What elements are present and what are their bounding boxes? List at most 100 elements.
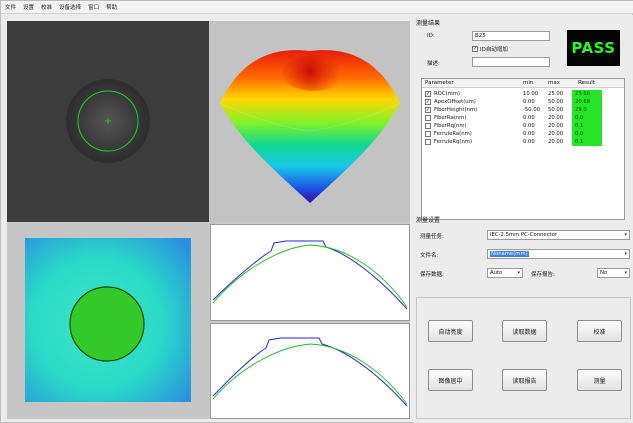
- param-min: 0.00: [523, 139, 535, 145]
- row-checkbox[interactable]: ✓: [425, 91, 431, 97]
- load-data-button[interactable]: 读取数据: [502, 320, 547, 342]
- table-row[interactable]: FerruleRq(nm) 0.00 20.00 0.1: [422, 138, 624, 146]
- param-name: FiberRq(nm): [434, 123, 467, 129]
- description-field[interactable]: [472, 57, 550, 67]
- row-checkbox[interactable]: ✓: [425, 99, 431, 105]
- save-data-label: 保存数据:: [420, 272, 444, 278]
- param-result: 20.68: [572, 98, 602, 106]
- menu-device-select[interactable]: 设备选择: [59, 5, 82, 11]
- save-report-label: 保存报告:: [531, 272, 555, 278]
- fringe-image: [7, 21, 209, 222]
- param-min: -50.00: [523, 107, 541, 113]
- fiber-zone: [69, 286, 145, 362]
- fringe-image-panel[interactable]: [7, 21, 209, 222]
- param-max: 20.00: [548, 123, 564, 129]
- header-min: min: [523, 80, 534, 86]
- menu-help[interactable]: 帮助: [106, 5, 118, 11]
- center-image-button[interactable]: 图像居中: [428, 369, 473, 391]
- param-result: 23.66: [572, 90, 602, 98]
- dropdown-arrow-icon: ▾: [624, 232, 627, 238]
- description-label: 描述:: [427, 61, 440, 67]
- param-name: ROC(mm): [434, 91, 461, 97]
- param-max: 20.00: [548, 131, 564, 137]
- table-row[interactable]: FiberRa(nm) 0.00 20.00 0.0: [422, 114, 624, 122]
- menu-calibrate[interactable]: 校准: [41, 5, 53, 11]
- save-report-select[interactable]: No ▾: [597, 268, 630, 278]
- param-result: 0.0: [572, 130, 602, 138]
- profile-fit-line-x: [212, 244, 408, 308]
- save-data-value: Auto: [490, 270, 503, 276]
- row-checkbox[interactable]: ✓: [425, 107, 431, 113]
- dropdown-arrow-icon: ▾: [517, 270, 520, 276]
- save-report-value: No: [600, 270, 608, 276]
- param-min: 10.00: [523, 91, 539, 97]
- task-select[interactable]: IEC-2.5mm PC-Connector ▾: [487, 230, 630, 240]
- id-auto-increment-label: ID自动增加: [480, 47, 508, 53]
- row-checkbox[interactable]: [425, 139, 431, 145]
- id-auto-increment-checkbox[interactable]: ✓ ID自动增加: [472, 45, 508, 53]
- table-row[interactable]: FiberRq(nm) 0.00 20.00 0.1: [422, 122, 624, 130]
- table-row[interactable]: ✓ FiberHeight(nm) -50.00 50.00 29.0: [422, 106, 624, 114]
- save-report-button[interactable]: 读取报告: [502, 369, 547, 391]
- menubar: 文件 设置 校准 设备选择 窗口 帮助: [1, 1, 633, 14]
- param-min: 0.00: [523, 99, 535, 105]
- param-min: 0.00: [523, 115, 535, 121]
- profile-plot-x: [210, 224, 410, 321]
- row-checkbox[interactable]: [425, 123, 431, 129]
- id-field[interactable]: B25: [472, 31, 550, 41]
- table-row[interactable]: FerruleRa(nm) 0.00 20.00 0.0: [422, 130, 624, 138]
- measure-button[interactable]: 测量: [577, 369, 622, 391]
- dropdown-arrow-icon: ▾: [624, 251, 627, 257]
- param-name: ApexOffset(um): [434, 99, 476, 105]
- param-name: FerruleRq(nm): [434, 139, 473, 145]
- right-panel: 测量结果 ID: B25 ✓ ID自动增加 描述: PASS Parameter…: [414, 15, 633, 423]
- profile-measured-line-y: [212, 337, 408, 407]
- save-data-select[interactable]: Auto ▾: [487, 268, 523, 278]
- task-label: 测量任务:: [420, 234, 444, 240]
- height-map: [25, 238, 191, 402]
- param-max: 20.00: [548, 139, 564, 145]
- param-max: 50.00: [548, 99, 564, 105]
- param-name: FerruleRa(nm): [434, 131, 472, 137]
- checkbox-checked-icon: ✓: [472, 45, 478, 52]
- param-result: 0.1: [572, 122, 602, 130]
- surface-3d-panel[interactable]: [210, 21, 410, 222]
- table-row[interactable]: ✓ ROC(mm) 10.00 25.00 23.66: [422, 90, 624, 98]
- param-name: FiberHeight(nm): [434, 107, 478, 113]
- settings-section-title: 测量设置: [416, 217, 441, 224]
- filename-select-value: Noname(mm): [490, 251, 529, 257]
- row-checkbox[interactable]: [425, 131, 431, 137]
- dropdown-arrow-icon: ▾: [624, 270, 627, 276]
- profile-measured-line-x: [212, 240, 408, 310]
- image-area: [7, 21, 410, 419]
- header-parameter: Parameter: [425, 80, 454, 86]
- param-result: 0.1: [572, 138, 602, 146]
- parameter-table: Parameter min max Result ✓ ROC(mm) 10.00…: [421, 78, 625, 220]
- menu-settings[interactable]: 设置: [23, 5, 35, 11]
- profile-fit-line-y: [212, 343, 408, 405]
- filename-select[interactable]: Noname(mm) ▾: [487, 249, 630, 259]
- param-min: 0.00: [523, 123, 535, 129]
- calibrate-button[interactable]: 校准: [577, 320, 622, 342]
- table-row[interactable]: ✓ ApexOffset(um) 0.00 50.00 20.68: [422, 98, 624, 106]
- profile-plot-y: [210, 323, 410, 419]
- param-max: 20.00: [548, 115, 564, 121]
- menu-file[interactable]: 文件: [5, 5, 17, 11]
- menu-window[interactable]: 窗口: [88, 5, 100, 11]
- header-max: max: [548, 80, 560, 86]
- result-section-title: 测量结果: [416, 20, 441, 27]
- filename-label: 文件名:: [420, 253, 439, 259]
- action-button-group: 自动亮度 读取数据 校准 图像居中 读取报告 测量: [416, 297, 631, 419]
- table-header: Parameter min max Result: [422, 79, 624, 88]
- pass-status-indicator: PASS: [567, 30, 620, 66]
- param-max: 50.00: [548, 107, 564, 113]
- task-select-value: IEC-2.5mm PC-Connector: [490, 232, 558, 238]
- header-result: Result: [578, 80, 595, 86]
- auto-focus-button[interactable]: 自动亮度: [428, 320, 473, 342]
- row-checkbox[interactable]: [425, 115, 431, 121]
- param-result: 0.0: [572, 114, 602, 122]
- fiber-circle-marker: [77, 90, 139, 152]
- id-label: ID:: [427, 33, 435, 39]
- height-map-panel[interactable]: [7, 224, 209, 419]
